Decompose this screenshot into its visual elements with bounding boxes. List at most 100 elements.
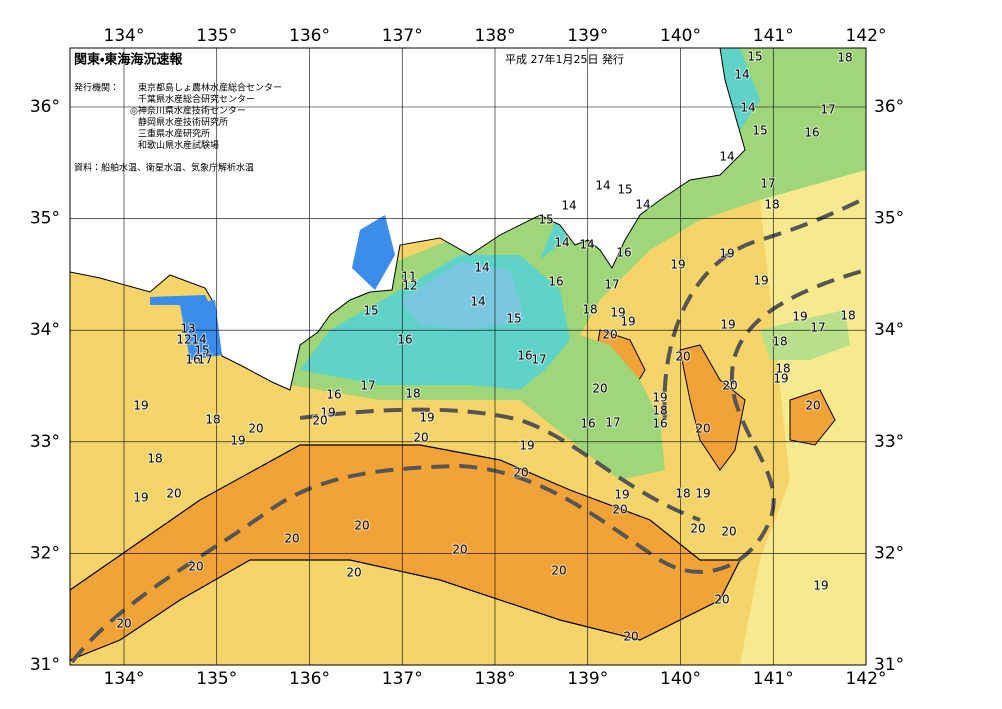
- isotherm-label: 20: [805, 399, 820, 413]
- isotherm-label: 20: [551, 564, 566, 578]
- warm-eddy: [789, 389, 836, 446]
- lat-label-right: 36°: [874, 97, 904, 117]
- kuroshio-axis: [70, 196, 866, 664]
- lon-label-top: 142°: [846, 26, 887, 46]
- isotherm-label: 17: [820, 103, 835, 117]
- lat-label-left: 32°: [30, 543, 60, 563]
- isotherm-label: 18: [675, 487, 690, 501]
- header: 関東・東海海況速報 平成 27年1月25日 発行 発行機関： 資料：船舶水温、衛…: [74, 52, 624, 174]
- isotherm-label: 19: [720, 318, 735, 332]
- isotherm-label: 17: [360, 379, 375, 393]
- isotherm-label: 19: [719, 247, 734, 261]
- isotherm-label: 18: [764, 198, 779, 212]
- isotherm-label: 18: [147, 452, 162, 466]
- isotherm-label: 14: [734, 68, 749, 82]
- lon-label-top: 139°: [567, 26, 608, 46]
- isotherm-label: 14: [470, 295, 485, 309]
- isotherm-label: 18: [775, 362, 790, 376]
- issuer: 三重県水産研究所: [138, 128, 210, 140]
- lon-label-bottom: 138°: [475, 669, 516, 689]
- isotherm-label: 17: [197, 353, 212, 367]
- isotherm-label: 18: [837, 51, 852, 65]
- isotherm-label: 17: [531, 353, 546, 367]
- lon-label-bottom: 135°: [196, 669, 237, 689]
- isotherm-label: 20: [188, 560, 203, 574]
- isotherm-label: 14: [635, 198, 650, 212]
- isotherm-label: 20: [714, 593, 729, 607]
- isotherm-label: 19: [652, 391, 667, 405]
- lon-label-top: 138°: [475, 26, 516, 46]
- isotherm-label: 20: [592, 382, 607, 396]
- warm-band: [70, 444, 741, 661]
- isotherm-label: 15: [194, 344, 209, 358]
- lat-label-right: 31°: [874, 655, 904, 675]
- isotherm-label: 17: [760, 177, 775, 191]
- isotherm-label: 20: [413, 431, 428, 445]
- isotherm-label: 19: [133, 491, 148, 505]
- source: 資料：船舶水温、衛星水温、気象庁解析水温: [74, 162, 254, 174]
- lat-label-right: 32°: [874, 543, 904, 563]
- isotherm-label: 18: [582, 303, 597, 317]
- warm-eddy: [679, 344, 746, 471]
- isotherm-label: 19: [610, 306, 625, 320]
- lat-label-right: 34°: [874, 320, 904, 340]
- isotherm-label: 16: [326, 388, 341, 402]
- isotherm-label: 20: [513, 466, 528, 480]
- lon-label-bottom: 140°: [660, 669, 701, 689]
- isotherm-label: 17: [810, 321, 825, 335]
- isotherm-label: 14: [561, 199, 576, 213]
- lon-label-bottom: 139°: [567, 669, 608, 689]
- isotherm-label: 20: [602, 328, 617, 342]
- lon-label-bottom: 134°: [104, 669, 145, 689]
- isotherm-label: 15: [617, 183, 632, 197]
- isotherm-label: 19: [320, 406, 335, 420]
- isotherm-label: 20: [695, 422, 710, 436]
- isotherm-label: 19: [792, 310, 807, 324]
- isotherm-label: 13: [180, 322, 195, 336]
- isotherm-label: 20: [284, 532, 299, 546]
- isotherm-label: 12: [402, 279, 417, 293]
- isotherm-label: 19: [773, 372, 788, 386]
- land: [70, 48, 746, 391]
- isotherm-label: 19: [614, 488, 629, 502]
- ise-bay: [352, 215, 395, 290]
- isotherm-label: 15: [538, 213, 553, 227]
- isotherm-label: 14: [554, 236, 569, 250]
- isotherm-label: 19: [419, 411, 434, 425]
- lon-label-bottom: 141°: [753, 669, 794, 689]
- issuer: 東京都島しょ農林水産総合センター: [138, 82, 282, 94]
- lat-label-left: 33°: [30, 432, 60, 452]
- isotherm-label: 20: [690, 522, 705, 536]
- isotherm-label: 14: [740, 101, 755, 115]
- issuer-label: 発行機関：: [74, 82, 119, 94]
- cool-patch: [760, 310, 850, 360]
- isotherm-label: 20: [312, 414, 327, 428]
- isotherm-label: 20: [612, 503, 627, 517]
- isotherm-label: 18: [840, 309, 855, 323]
- issuer: 千葉県水産総合研究センター: [138, 93, 255, 105]
- isotherm-label: 20: [116, 617, 131, 631]
- isotherm-label: 20: [675, 350, 690, 364]
- isotherm-label: 16: [804, 126, 819, 140]
- isotherm-label: 20: [354, 519, 369, 533]
- isotherm-label: 20: [248, 422, 263, 436]
- isotherm-label: 20: [623, 630, 638, 644]
- issue-date: 平成 27年1月25日 発行: [505, 52, 624, 66]
- lon-label-bottom: 142°: [846, 669, 887, 689]
- isotherm-label: 14: [474, 261, 489, 275]
- isotherm-label: 16: [397, 333, 412, 347]
- isotherm-label: 18: [772, 335, 787, 349]
- isotherm-label: 15: [506, 312, 521, 326]
- osaka-bay: [150, 295, 210, 305]
- title: 関東・東海海況速報: [74, 52, 183, 68]
- isotherm-label: 19: [695, 487, 710, 501]
- issuer: 和歌山県水産試験場: [138, 139, 219, 151]
- isotherm-label: 20: [166, 487, 181, 501]
- isotherm-label: 14: [719, 150, 734, 164]
- isotherm-label: 19: [230, 434, 245, 448]
- lon-label-bottom: 137°: [382, 669, 423, 689]
- isotherm-label: 18: [205, 413, 220, 427]
- isotherm-label: 19: [813, 579, 828, 593]
- lat-label-left: 34°: [30, 320, 60, 340]
